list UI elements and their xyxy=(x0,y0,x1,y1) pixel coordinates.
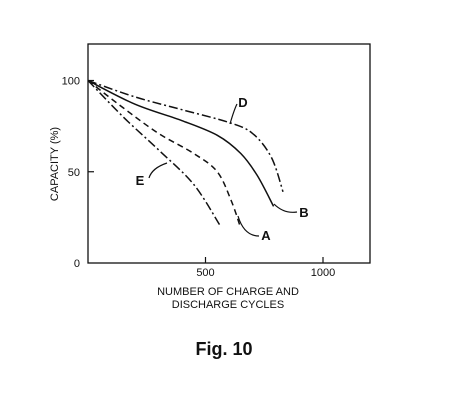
curve-label-d: D xyxy=(238,95,247,110)
x-tick-label: 1000 xyxy=(311,267,335,279)
y-axis-label: CAPACITY (%) xyxy=(49,127,61,201)
axes xyxy=(87,43,371,264)
curve-label-b: B xyxy=(299,205,308,220)
leader-line-e xyxy=(148,162,168,179)
annotations: A B D E xyxy=(136,95,309,243)
x-axis-label-line2: DISCHARGE CYCLES xyxy=(172,299,284,311)
series-group xyxy=(87,79,284,229)
y-tick-label: 100 xyxy=(62,76,80,88)
series-e-line xyxy=(87,79,221,226)
series-a-line xyxy=(87,79,242,229)
leader-line-d xyxy=(229,103,238,125)
y-tick-label: 50 xyxy=(68,167,80,179)
leader-line-b xyxy=(273,203,298,213)
series-d-line xyxy=(87,79,284,193)
series-b-line xyxy=(87,79,275,207)
curve-label-e: E xyxy=(136,173,145,188)
y-tick-label: 0 xyxy=(74,258,80,270)
x-axis-label-line1: NUMBER OF CHARGE AND xyxy=(157,286,299,298)
leader-line-a xyxy=(237,215,260,237)
figure-caption: Fig. 10 xyxy=(195,339,252,359)
plot-frame xyxy=(87,43,371,264)
curve-label-a: A xyxy=(261,228,271,243)
ticks: 0 50 100 500 1000 xyxy=(62,76,336,280)
x-tick-label: 500 xyxy=(196,267,214,279)
